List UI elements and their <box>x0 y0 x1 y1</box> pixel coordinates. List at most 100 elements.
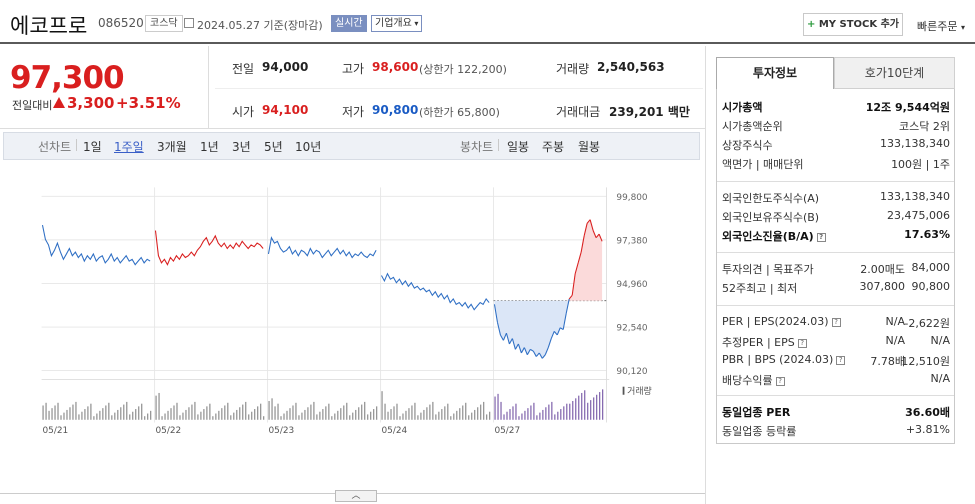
volume-bar <box>524 410 526 420</box>
quick-order-link[interactable]: 빠른주문 ▾ <box>917 18 965 34</box>
help-icon[interactable]: ? <box>816 232 826 242</box>
info-label: 시가총액 <box>722 101 763 114</box>
help-icon[interactable]: ? <box>775 376 785 386</box>
period-option[interactable]: 1주일 <box>114 140 144 154</box>
prev-close-value: 94,000 <box>262 60 309 74</box>
volume-bar <box>414 402 416 420</box>
volume-bar <box>569 403 571 420</box>
volume-bar <box>197 414 199 420</box>
calendar-icon <box>184 18 194 28</box>
volume-bar <box>257 406 259 420</box>
candle-period-option[interactable]: 일봉 <box>507 140 530 154</box>
open-label: 시가 <box>232 105 255 119</box>
volume-bar <box>554 414 556 420</box>
candle-period-option[interactable]: 월봉 <box>578 140 601 154</box>
target-price: 84,000 <box>911 261 951 274</box>
price-chart[interactable]: 99,800 97,380 94,960 92,540 90,120 05/21 05/22… <box>0 165 700 460</box>
volume-bar <box>167 410 169 420</box>
volume-bar <box>352 412 354 420</box>
help-icon[interactable]: ? <box>831 317 841 327</box>
info-label: 상장주식수 <box>722 139 773 152</box>
valuation-label: 배당수익률? <box>722 372 785 388</box>
volume-bar <box>337 410 339 420</box>
volume-bar <box>396 403 398 420</box>
chevron-down-icon: ▾ <box>960 23 965 32</box>
y-tick-label: 92,540 <box>616 324 648 334</box>
volume-bar <box>456 410 458 420</box>
volume-bar <box>158 392 160 420</box>
low-value: 90,800 <box>372 103 419 117</box>
volume-bar <box>310 404 312 420</box>
volume-bar <box>509 409 511 420</box>
volume-bar <box>381 391 383 420</box>
y-tick-label: 97,380 <box>616 236 648 246</box>
period-option[interactable]: 10년 <box>295 140 322 154</box>
volume-bar <box>343 405 345 420</box>
add-mystock-button[interactable]: + MY STOCK 추가 <box>803 13 903 36</box>
volume-bar <box>78 414 80 420</box>
price-line-segment <box>544 347 549 355</box>
price-line-segment <box>496 322 501 336</box>
volume-bar <box>286 410 288 420</box>
company-overview-button[interactable]: 기업개요 ▾ <box>371 15 423 32</box>
collapse-toggle-button[interactable]: ︿ <box>335 490 377 502</box>
help-icon[interactable]: ? <box>836 355 846 365</box>
period-option[interactable]: 3개월 <box>157 140 187 154</box>
volume-bar <box>102 408 104 420</box>
week52-low: 90,800 <box>911 280 951 293</box>
volume-bar <box>572 401 574 420</box>
volume-bar <box>66 409 68 420</box>
volume-bar <box>518 416 520 420</box>
help-icon[interactable]: ? <box>797 338 807 348</box>
price-line-segment <box>553 331 558 336</box>
volume-bar <box>185 409 187 420</box>
volume-bar <box>483 401 485 420</box>
price-line-segment <box>532 350 537 357</box>
info-value: 133,138,340 <box>880 137 950 150</box>
tab-orderbook[interactable]: 호가10단계 <box>834 57 955 89</box>
valuation-label-text: PER | EPS(2024.03) <box>722 315 829 328</box>
volume-bar <box>370 411 372 420</box>
high-value: 98,600 <box>372 60 419 74</box>
price-line-segment <box>530 348 534 352</box>
volume-bar <box>593 397 595 420</box>
tab-investment-info[interactable]: 투자정보 <box>716 57 834 89</box>
volume-bar <box>429 404 431 420</box>
volume-bar <box>480 404 482 420</box>
realtime-button[interactable]: 실시간 <box>331 15 367 32</box>
volume-bar <box>90 403 92 420</box>
open-value: 94,100 <box>262 103 309 117</box>
industry-rate-label: 동일업종 등락률 <box>722 425 797 438</box>
plus-icon: + <box>806 19 816 30</box>
info-value: 100원 | 1주 <box>891 158 950 171</box>
lower-limit: (하한가 65,800) <box>419 106 500 119</box>
divider <box>717 252 954 253</box>
divider <box>208 46 209 128</box>
volume-bar <box>295 402 297 420</box>
valuation-value: N/A <box>930 334 950 347</box>
candle-period-option[interactable]: 주봉 <box>542 140 565 154</box>
volume-bar <box>200 411 202 420</box>
period-option[interactable]: 1일 <box>83 140 102 154</box>
valuation-label: 추정PER | EPS? <box>722 334 807 350</box>
period-option[interactable]: 1년 <box>200 140 219 154</box>
volume-bar <box>161 416 163 420</box>
x-tick-label: 05/22 <box>155 426 181 436</box>
volume-bar <box>536 415 538 420</box>
volume-bar <box>402 413 404 420</box>
volume-bar <box>346 402 348 420</box>
volume-bar <box>271 398 273 420</box>
period-option[interactable]: 5년 <box>264 140 283 154</box>
price-line-segment <box>586 219 591 224</box>
volume-bar <box>57 402 59 420</box>
volume-bar <box>280 416 282 420</box>
price-line-segment <box>580 235 585 253</box>
volume-bar <box>224 405 226 420</box>
volume-bar <box>349 415 351 420</box>
stock-header <box>0 0 975 44</box>
period-option[interactable]: 3년 <box>232 140 251 154</box>
volume-bar <box>69 407 71 420</box>
volume-bar <box>194 401 196 420</box>
valuation-label: PBR | BPS (2024.03)? <box>722 353 846 366</box>
opinion-value: 2.00매도 <box>860 263 905 276</box>
